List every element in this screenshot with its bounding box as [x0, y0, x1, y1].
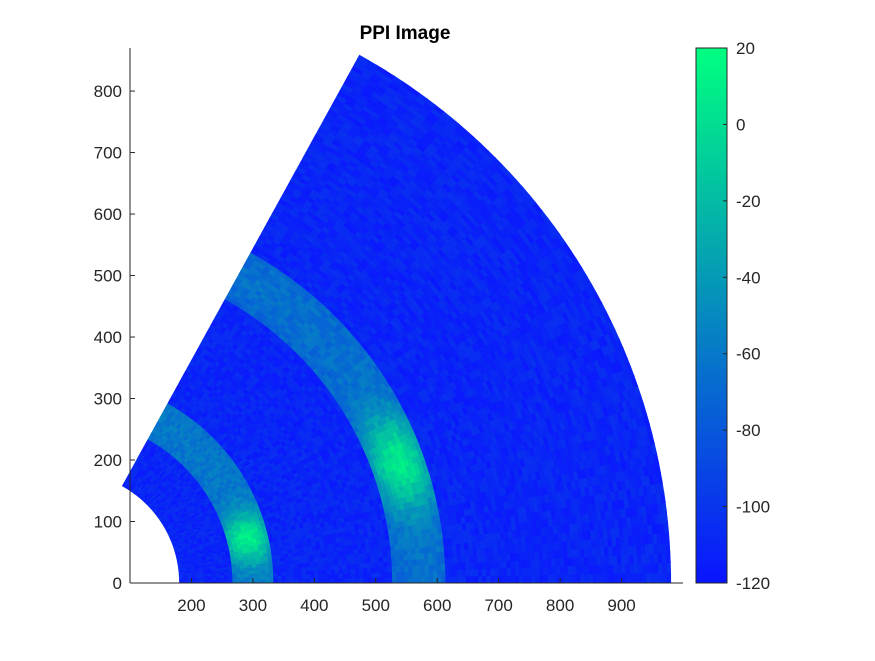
ppi-cell — [486, 575, 491, 583]
ppi-cell — [449, 576, 454, 583]
ppi-cell — [343, 578, 348, 583]
ppi-cell — [380, 572, 385, 578]
ppi-cell — [429, 576, 434, 583]
ppi-cell — [470, 575, 475, 583]
ppi-cell — [367, 572, 372, 578]
ppi-cell — [417, 576, 422, 583]
ppi-cell — [302, 578, 307, 583]
chart-title: PPI Image — [360, 23, 451, 44]
ppi-cell — [482, 575, 487, 583]
ppi-cell — [253, 579, 258, 583]
ppi-cell — [290, 579, 295, 583]
ppi-cell — [368, 577, 373, 583]
ppi-cell — [355, 577, 360, 583]
ppi-cell — [302, 575, 307, 580]
ppi-cell — [396, 577, 401, 583]
ppi-cell — [458, 569, 463, 577]
plot-area — [122, 55, 671, 583]
ppi-cell — [449, 569, 454, 577]
ppi-cell — [454, 576, 459, 584]
ppi-cell — [482, 568, 487, 576]
ppi-cell — [413, 576, 418, 583]
ppi-cell — [335, 573, 340, 578]
ppi-cell — [314, 578, 319, 583]
ppi-cell — [437, 570, 442, 577]
ppi-cell — [241, 580, 246, 583]
ppi-cell — [404, 571, 409, 578]
ppi-cell — [478, 575, 483, 583]
ppi-cell — [404, 576, 409, 583]
ppi-cell — [445, 576, 450, 583]
ppi-cell — [384, 577, 389, 583]
ppi-cell — [498, 560, 503, 569]
ppi-cell — [331, 578, 336, 583]
ppi-cell — [372, 572, 377, 578]
ppi-cell — [273, 579, 278, 583]
ppi-cell — [412, 571, 417, 578]
ppi-cell — [294, 579, 299, 583]
ppi-cell — [490, 575, 495, 583]
ppi-cell — [499, 575, 504, 583]
ppi-cell — [441, 576, 446, 583]
ppi-cell — [232, 577, 237, 580]
ppi-cell — [421, 576, 426, 583]
ppi-cell — [388, 577, 393, 583]
ppi-cell — [306, 578, 311, 583]
ppi-cell — [474, 575, 479, 583]
ppi-cell — [376, 577, 381, 583]
ppi-cell — [339, 578, 344, 583]
ppi-cell — [458, 575, 463, 583]
ppi-cell — [409, 576, 414, 583]
ppi-cell — [277, 579, 282, 583]
ppi-cell — [318, 578, 323, 583]
ppi-cell — [351, 578, 356, 584]
ppi-cell — [466, 575, 471, 583]
ppi-cell — [392, 577, 397, 583]
ppi-cell — [380, 577, 385, 583]
ppi-cell — [441, 570, 446, 577]
